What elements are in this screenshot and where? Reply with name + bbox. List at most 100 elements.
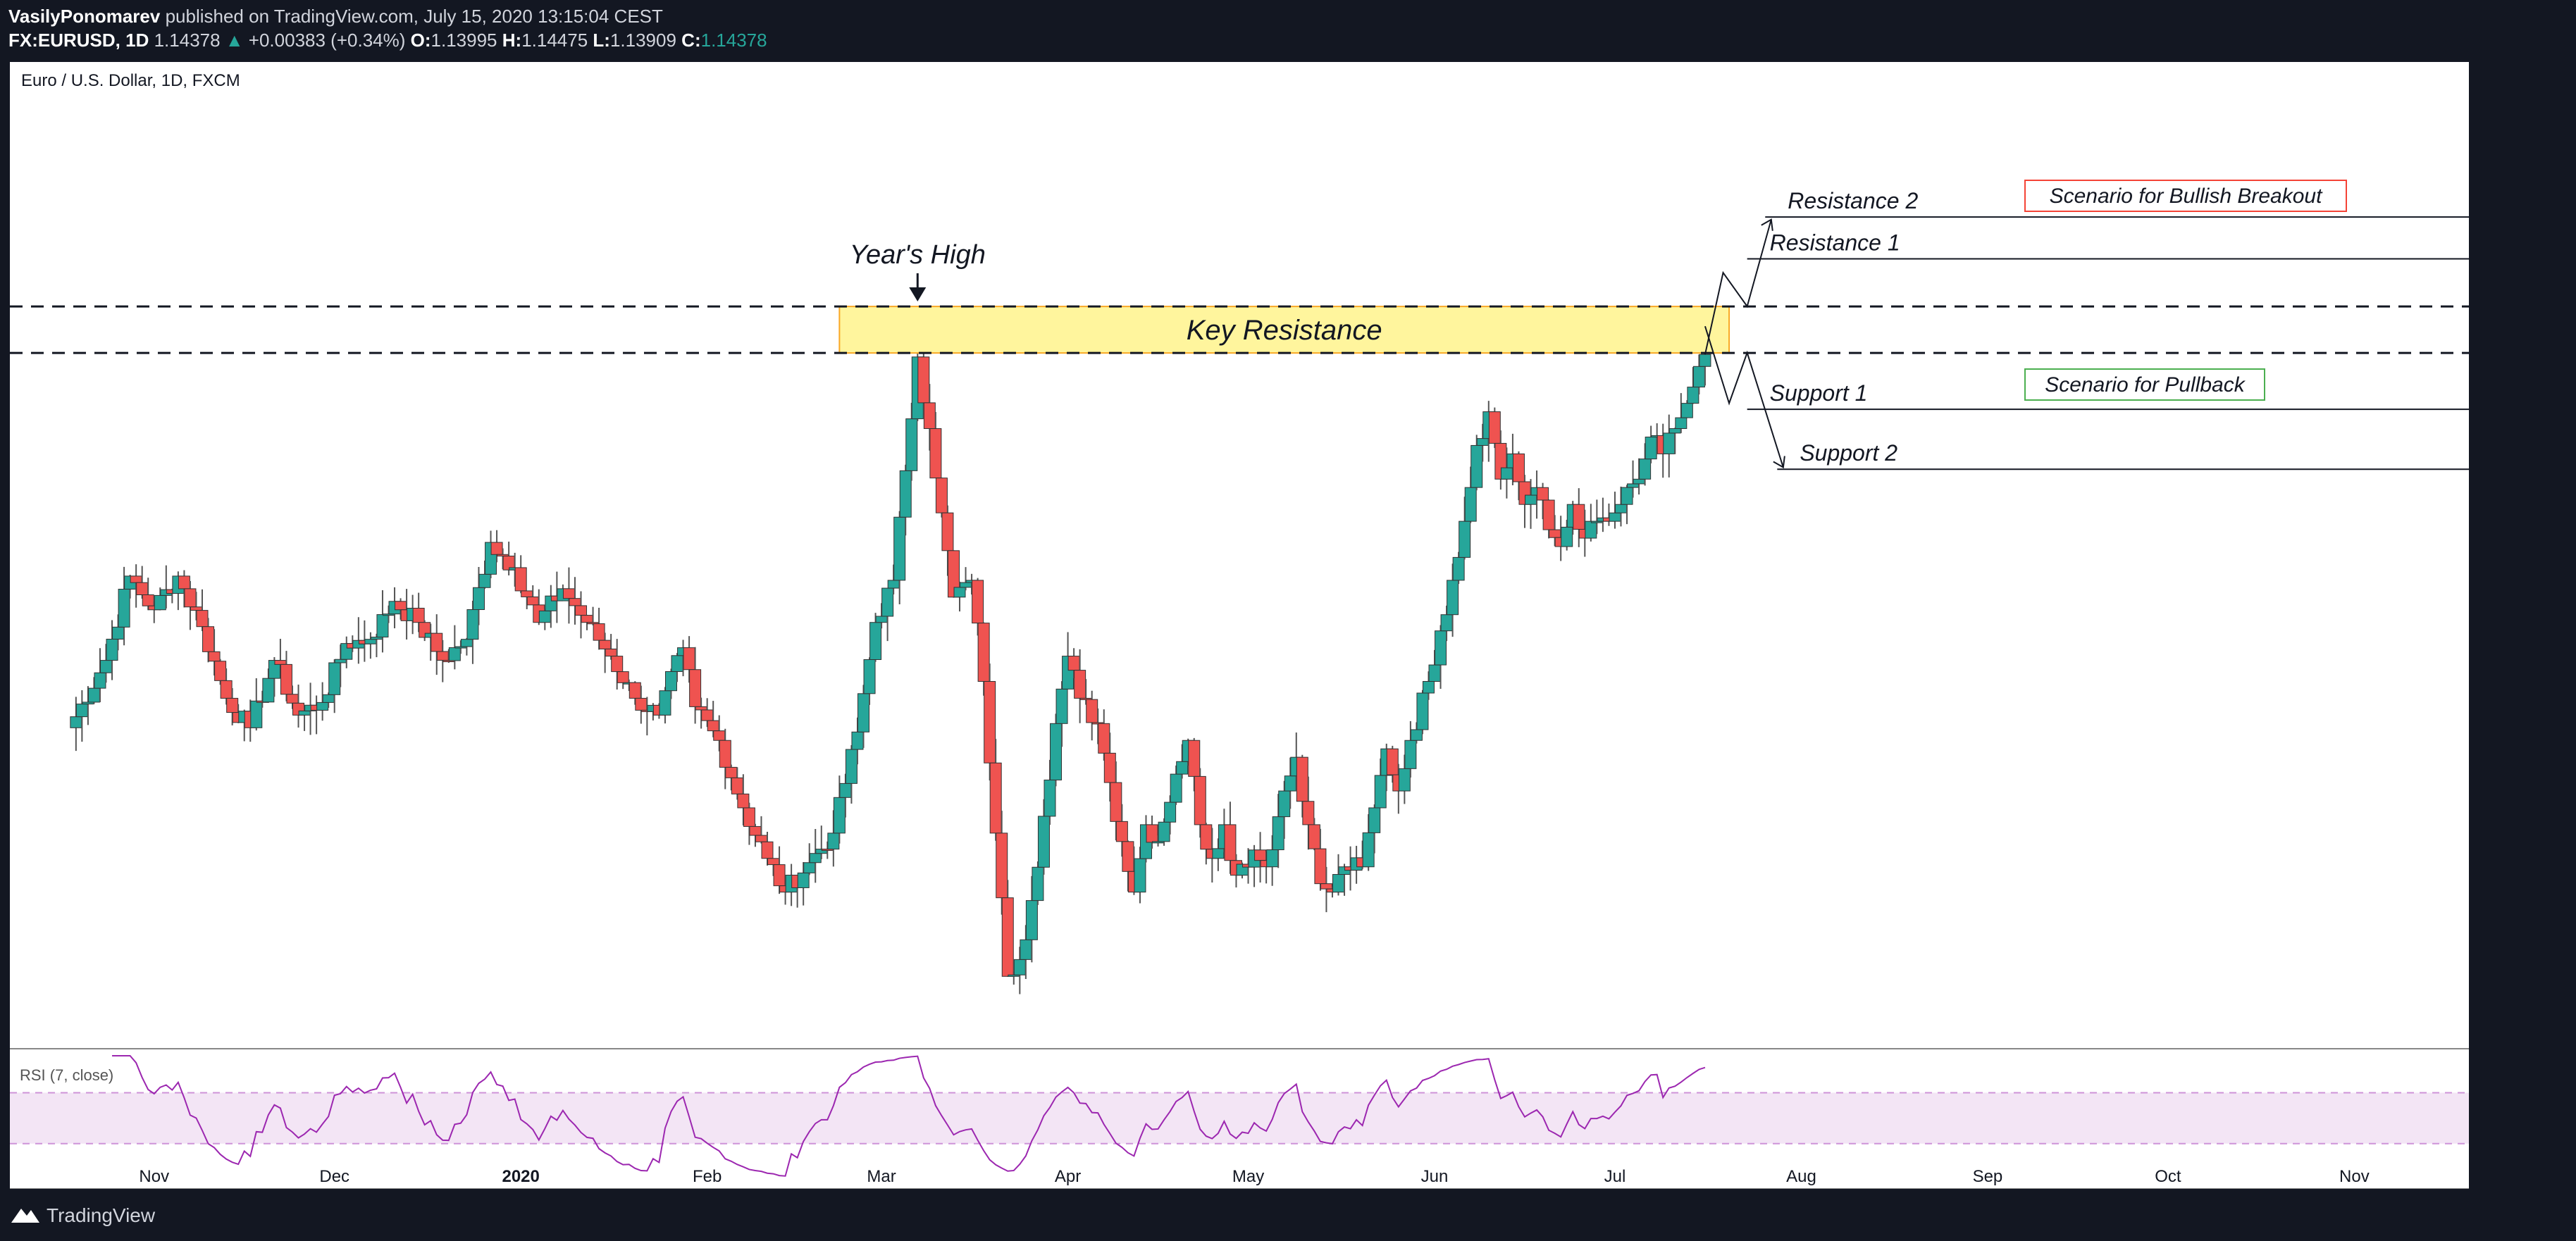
- time-axis[interactable]: Nov Dec 2020 Feb Mar Apr May Jun Jul Aug Sep Oct Nov: [10, 1167, 2469, 1189]
- time-tick-label: Nov: [2339, 1167, 2370, 1186]
- candle-body: [611, 656, 624, 673]
- candle-body: [412, 607, 425, 623]
- candle-body: [1272, 816, 1284, 851]
- candle-body: [635, 697, 648, 711]
- candle-body: [1284, 775, 1296, 792]
- candle-body: [1296, 756, 1308, 802]
- pullback-box-frame: [2024, 368, 2265, 401]
- low-value: 1.13909: [609, 30, 676, 51]
- candle-body: [671, 655, 683, 672]
- candle-body: [1627, 483, 1640, 488]
- brand-name[interactable]: TradingView: [47, 1204, 156, 1226]
- author-name[interactable]: VasilyPonomarev: [8, 6, 161, 27]
- rsi-line[interactable]: [112, 1055, 1706, 1177]
- candle-body: [1470, 444, 1483, 488]
- price-chart-svg[interactable]: Key Resistance Year's High Resistance 2 Res…: [10, 62, 2469, 1189]
- candle-body: [1086, 699, 1098, 723]
- candle-body: [839, 782, 852, 798]
- level-label: Resistance 1: [1770, 230, 1900, 256]
- candle-body: [1668, 428, 1681, 434]
- time-axis-labels: Nov Dec 2020 Feb Mar Apr May Jun Jul Aug Sep Oct Nov: [139, 1167, 2369, 1186]
- time-tick-label: 2020: [502, 1167, 539, 1186]
- candle-body: [196, 610, 209, 628]
- candle-body: [1537, 487, 1549, 501]
- candle-body: [1459, 520, 1471, 558]
- candle-body: [1044, 779, 1056, 817]
- pullback-scenario-box[interactable]: Scenario for Pullback: [2024, 368, 2265, 401]
- candle-body: [364, 639, 377, 644]
- bullish-box-frame: [2024, 180, 2347, 212]
- candle-body: [1266, 849, 1279, 868]
- candle-body: [899, 470, 912, 518]
- candle-body: [106, 638, 118, 661]
- key-resistance-zone[interactable]: [838, 306, 1730, 354]
- candle-body: [202, 626, 215, 652]
- time-tick-label: Apr: [1055, 1167, 1081, 1186]
- candle-body: [953, 587, 966, 598]
- candle-body: [250, 700, 263, 728]
- candle-body: [725, 766, 738, 778]
- candle-body: [562, 588, 575, 599]
- candle-body: [869, 622, 882, 661]
- high-value: 1.14475: [521, 30, 588, 51]
- candle-body: [701, 709, 714, 721]
- candle-body: [526, 596, 539, 606]
- candle-body: [220, 680, 233, 699]
- candle-body: [683, 647, 695, 671]
- down-arrow-icon: [909, 287, 927, 301]
- bullish-scenario-box[interactable]: Scenario for Bullish Breakout: [2024, 180, 2347, 212]
- candle-body: [1410, 729, 1423, 741]
- candle-body: [1320, 883, 1332, 890]
- candle-body: [695, 706, 707, 711]
- candle-body: [142, 594, 154, 606]
- candle-body: [395, 601, 407, 611]
- candle-body: [1440, 614, 1453, 632]
- low-label: L:: [593, 30, 610, 51]
- time-tick-label: Jun: [1421, 1167, 1449, 1186]
- level-label: Support 1: [1770, 380, 1868, 406]
- candle-body: [208, 651, 221, 662]
- published-text: published on TradingView.com, July 15, 2…: [165, 6, 663, 27]
- candle-body: [1314, 848, 1327, 885]
- candle-body: [1573, 504, 1585, 530]
- candle-body: [1146, 824, 1158, 843]
- candle-body: [749, 825, 762, 836]
- time-tick-label: May: [1232, 1167, 1264, 1186]
- chart-area[interactable]: Key Resistance Year's High Resistance 2 Res…: [10, 62, 2469, 1189]
- candle-body: [917, 356, 930, 404]
- candle-body: [1001, 897, 1014, 977]
- candle-body: [1158, 821, 1170, 842]
- candle-body: [1308, 824, 1320, 849]
- candle-body: [1212, 848, 1225, 859]
- candle-body: [1416, 692, 1429, 730]
- candle-body: [1447, 580, 1459, 616]
- candle-body: [1585, 520, 1597, 539]
- candle-body: [1278, 790, 1291, 818]
- close-value: 1.14378: [700, 30, 767, 51]
- candle-body: [947, 550, 960, 598]
- candle-body: [875, 616, 888, 623]
- candle-body: [984, 680, 996, 763]
- candle-body: [1170, 773, 1182, 803]
- candle-body: [1452, 556, 1465, 581]
- publisher-line: VasilyPonomarev published on TradingView…: [8, 6, 663, 27]
- ohlc-line: FX:EURUSD, 1D 1.14378 ▲ +0.00383 (+0.34%…: [8, 30, 767, 51]
- candle-body: [599, 640, 612, 649]
- candle-body: [1098, 723, 1110, 754]
- candle-body: [977, 623, 990, 682]
- candle-body: [1194, 775, 1206, 825]
- candle-body: [719, 740, 731, 768]
- price-axis[interactable]: 1.175001.170001.165001.160001.155001.150…: [10, 62, 2469, 1189]
- candle-body: [112, 626, 125, 640]
- price-change: +0.00383 (+0.34%): [248, 30, 406, 51]
- candle-body: [851, 731, 864, 750]
- candle-body: [328, 662, 341, 695]
- candle-body: [226, 697, 239, 713]
- time-tick-label: Sep: [1973, 1167, 2003, 1186]
- candle-body: [569, 598, 581, 606]
- tradingview-logo-icon[interactable]: [10, 1206, 41, 1224]
- candle-body: [1037, 816, 1050, 868]
- candle-body: [1404, 740, 1417, 769]
- time-tick-label: Nov: [139, 1167, 169, 1186]
- candle-body: [972, 580, 984, 624]
